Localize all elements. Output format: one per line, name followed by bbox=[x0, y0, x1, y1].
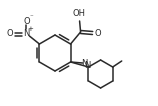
Text: +: + bbox=[27, 26, 33, 32]
Text: N: N bbox=[84, 61, 91, 70]
Text: ⁻: ⁻ bbox=[30, 14, 33, 20]
Text: OH: OH bbox=[72, 10, 85, 19]
Text: N: N bbox=[23, 29, 30, 38]
Text: N: N bbox=[81, 59, 88, 68]
Text: O: O bbox=[23, 17, 30, 26]
Text: O: O bbox=[6, 29, 13, 38]
Text: O: O bbox=[94, 29, 101, 38]
